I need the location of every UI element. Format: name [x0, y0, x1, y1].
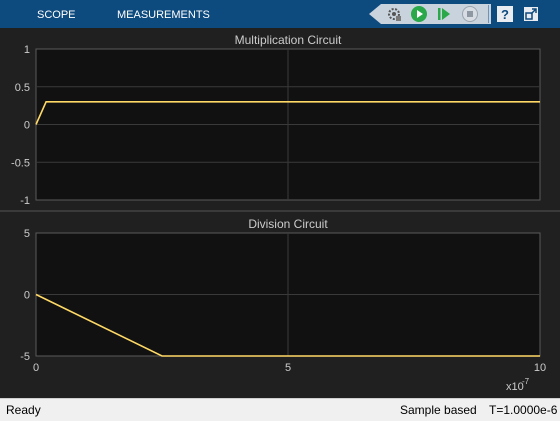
toolstrip-arrow-icon — [369, 4, 381, 24]
undock-button[interactable] — [521, 4, 541, 24]
plot2-series-line — [35, 293, 540, 357]
plot1-y-tick-label: -1 — [20, 195, 30, 207]
tab-scope[interactable]: SCOPE — [37, 9, 76, 21]
plot1-y-tick-label: -0.5 — [11, 157, 30, 169]
status-bar: Ready Sample based T=1.0000e-6 — [0, 398, 560, 421]
toolstrip-group — [381, 4, 491, 24]
tab-measurements[interactable]: MEASUREMENTS — [117, 9, 210, 21]
plot2-x-multiplier-exp: -7 — [522, 377, 530, 386]
status-mode: Sample based — [400, 403, 477, 417]
run-button[interactable] — [409, 4, 429, 24]
plot2-y-tick-label: -5 — [20, 351, 30, 363]
step-forward-button[interactable] — [434, 4, 454, 24]
run-icon — [411, 6, 427, 22]
plot1-series-line — [35, 101, 540, 125]
plot2-title: Division Circuit — [248, 217, 328, 231]
plot2-x-multiplier: x10 — [506, 381, 524, 393]
settings-button[interactable] — [384, 4, 404, 24]
plot1-y-tick-label: 0 — [24, 120, 30, 132]
status-time: T=1.0000e-6 — [489, 403, 558, 417]
stop-icon — [462, 6, 478, 22]
plot2-x-tick-label: 0 — [33, 362, 39, 374]
plot2-y-tick-label: 0 — [24, 290, 30, 302]
help-icon: ? — [497, 6, 513, 22]
svg-text:?: ? — [501, 7, 509, 22]
toolbar-separator — [488, 5, 489, 23]
plot1-y-tick-label: 1 — [24, 44, 30, 56]
status-ready: Ready — [6, 403, 41, 417]
plot1-y-tick-label: 0.5 — [15, 82, 30, 94]
settings-icon — [388, 8, 401, 21]
plot2-y-tick-label: 5 — [24, 228, 30, 240]
plot2-x-tick-label: 10 — [534, 362, 546, 374]
step-forward-icon — [438, 8, 450, 20]
scope-toolbar: SCOPE MEASUREMENTS ? — [0, 0, 560, 28]
plot1-title: Multiplication Circuit — [235, 33, 342, 47]
plot2-x-tick-label: 5 — [285, 362, 291, 374]
plot-area: 1 0.5 0 -0.5 -1 Multiplication Circuit 5 0 -5 Div… — [0, 28, 560, 398]
stop-button[interactable] — [460, 4, 480, 24]
undock-icon — [524, 7, 538, 21]
help-button[interactable]: ? — [495, 4, 515, 24]
